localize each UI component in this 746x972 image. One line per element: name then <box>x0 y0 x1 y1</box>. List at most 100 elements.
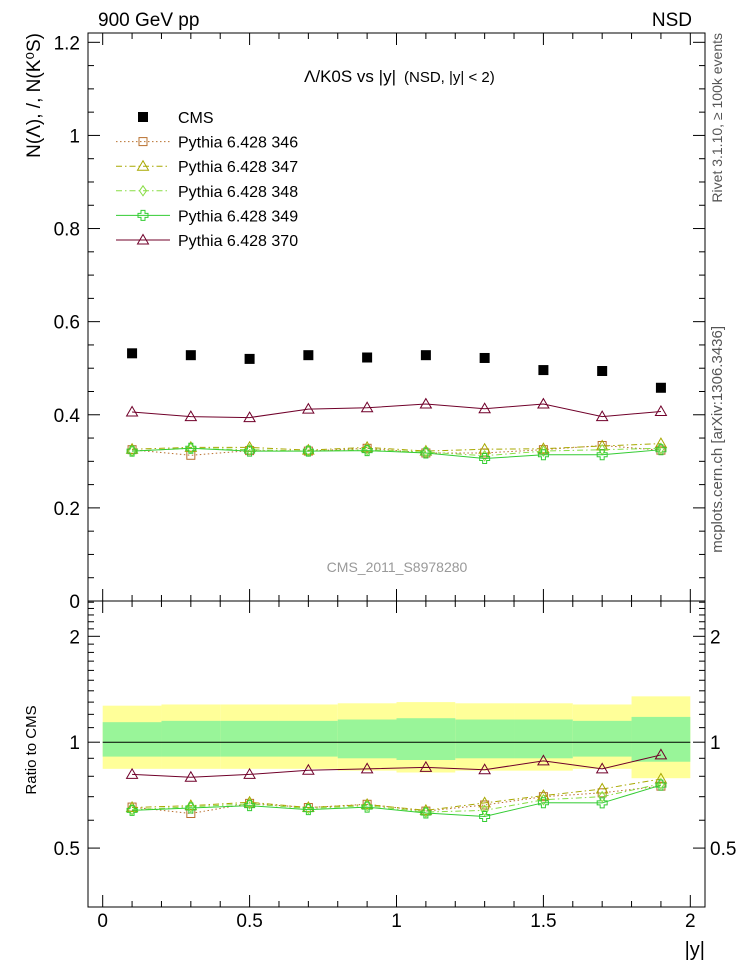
x-tick-label: 0.5 <box>236 911 262 932</box>
ratio-line <box>132 778 662 811</box>
ratio-point <box>243 795 256 807</box>
ratio-point <box>480 804 489 817</box>
legend-label: Pythia 6.428 349 <box>178 208 298 225</box>
ratio-point <box>419 803 433 815</box>
data-point <box>361 445 373 457</box>
data-point <box>184 410 198 422</box>
data-point <box>126 445 138 457</box>
data-point <box>360 440 374 452</box>
series-line <box>132 403 661 419</box>
data-point <box>125 405 139 417</box>
ratio-y-tick-label-right: 2 <box>710 627 721 648</box>
ratio-point <box>595 762 609 774</box>
data-point <box>303 350 314 361</box>
legend-item: Pythia 6.428 349 <box>116 208 298 225</box>
ratio-point <box>537 789 550 801</box>
header-left-label: 900 GeV pp <box>98 10 199 31</box>
legend-marker <box>136 233 150 245</box>
x-axis-label: |y| <box>685 939 705 961</box>
chart-subtitle: (NSD, |y| < 2) <box>404 69 495 86</box>
legend-item: Pythia 6.428 346 <box>116 135 298 152</box>
ratio-point <box>598 790 607 803</box>
data-point <box>537 442 550 454</box>
data-point <box>244 445 256 457</box>
ratio-line <box>132 754 662 778</box>
ratio-point <box>596 797 608 809</box>
ratio-y-tick-label: 2 <box>69 627 80 648</box>
data-point <box>360 401 374 413</box>
ratio-series-pythia-6-428-346 <box>127 781 666 819</box>
ratio-point <box>360 762 374 774</box>
data-point <box>302 445 314 457</box>
y-tick-label: 0.6 <box>54 313 80 334</box>
ratio-point <box>301 763 315 775</box>
ratio-point <box>655 779 667 791</box>
ratio-axis-ticks: 0.5 0.5 1 1 2 2 0 0.5 1 1.5 2 <box>54 601 736 932</box>
x-tick-label: 1 <box>391 911 402 932</box>
ratio-point <box>185 802 197 814</box>
legend-label: CMS <box>178 110 214 127</box>
data-point <box>596 449 608 461</box>
series-line <box>132 443 661 452</box>
analysis-watermark: CMS_2011_S8978280 <box>327 559 468 575</box>
legend-item: Pythia 6.428 348 <box>116 184 298 201</box>
chart-title: Λ/K0S vs |y| <box>304 67 396 86</box>
y-tick-label: 0.8 <box>54 220 80 241</box>
series-pythia-6-428-370 <box>125 397 668 423</box>
green-band-segment <box>455 719 515 759</box>
rivet-version-label: Rivet 3.1.10, ≥ 100k events <box>709 33 725 203</box>
ratio-y-tick-label-right: 0.5 <box>710 839 736 860</box>
ratio-point <box>420 807 432 819</box>
legend-marker <box>136 159 150 171</box>
data-point <box>655 382 666 393</box>
data-point <box>420 447 432 459</box>
series-line <box>132 444 661 456</box>
legend-marker <box>138 137 148 147</box>
ratio-point <box>478 796 492 808</box>
ratio-point <box>537 754 550 766</box>
ratio-point <box>537 797 549 809</box>
x-tick-label: 1.5 <box>530 911 556 932</box>
data-point <box>419 397 433 409</box>
data-point <box>537 449 549 461</box>
ratio-line <box>132 785 661 815</box>
ratio-point <box>654 748 668 760</box>
legend-marker <box>138 112 148 122</box>
main-y-axis-label: N(Λ), /, N(K⁰S) <box>24 33 45 158</box>
header-right-label: NSD <box>652 10 692 31</box>
ratio-uncertainty-bands <box>102 696 691 779</box>
data-point <box>538 365 549 376</box>
legend-label: Pythia 6.428 346 <box>178 135 298 152</box>
data-point <box>597 366 608 377</box>
ratio-point <box>243 767 256 779</box>
ratio-point <box>125 767 139 779</box>
ratio-y-tick-label-right: 1 <box>710 733 721 754</box>
ratio-point <box>479 810 491 822</box>
ratio-line <box>132 784 662 817</box>
legend-label: Pythia 6.428 370 <box>178 233 298 250</box>
data-point <box>595 410 609 422</box>
ratio-point <box>184 770 198 782</box>
data-point <box>654 405 668 417</box>
ratio-point <box>302 804 314 816</box>
green-band-segment <box>278 720 338 757</box>
series-pythia-6-428-349 <box>126 442 667 465</box>
legend-marker <box>137 209 149 221</box>
legend-marker <box>138 184 148 197</box>
series-line <box>132 447 661 457</box>
ratio-y-axis-label: Ratio to CMS <box>23 705 40 794</box>
ratio-y-tick-label: 1 <box>69 733 80 754</box>
data-point <box>185 442 197 454</box>
y-tick-label: 1 <box>69 126 80 147</box>
y-tick-label: 0.2 <box>54 499 80 520</box>
y-tick-label: 0 <box>69 592 80 613</box>
data-point <box>243 411 256 423</box>
data-point <box>127 348 138 359</box>
ratio-point <box>654 772 668 784</box>
ratio-point <box>244 800 256 812</box>
data-point <box>125 442 139 454</box>
data-point <box>479 352 490 363</box>
data-point <box>655 444 667 456</box>
ratio-point <box>419 760 433 772</box>
